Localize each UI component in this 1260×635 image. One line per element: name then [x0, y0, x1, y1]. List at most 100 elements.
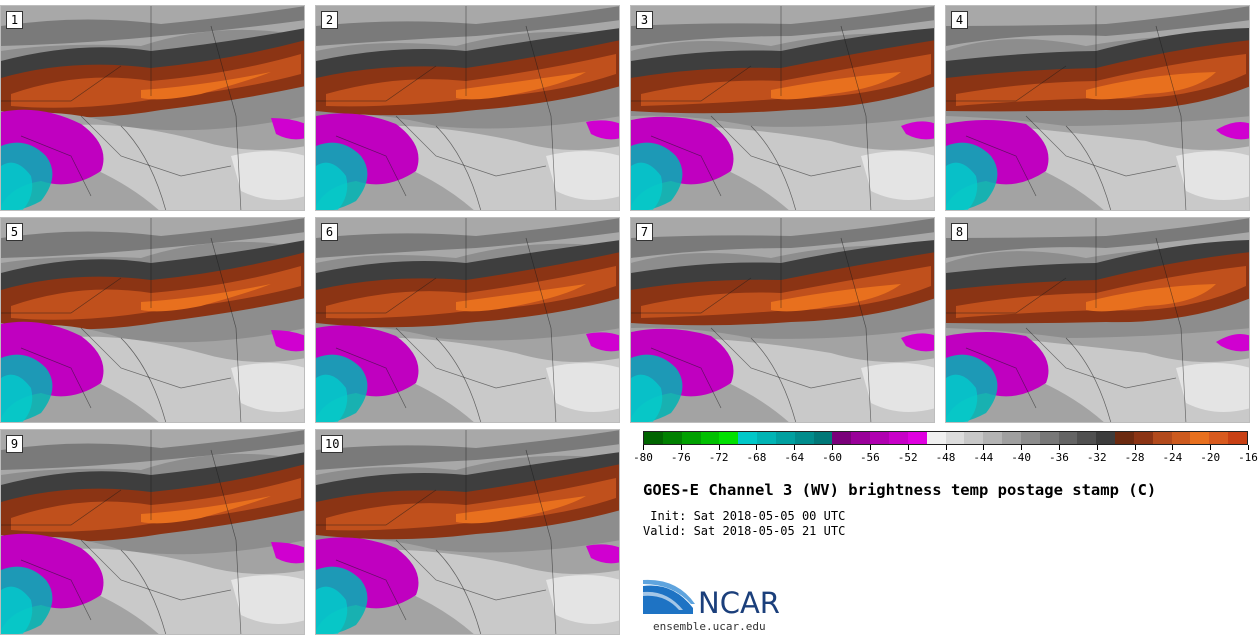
colorbar-segment: [926, 432, 946, 444]
init-time: Init: Sat 2018-05-05 00 UTC: [643, 509, 846, 523]
colorbar-segment: [1020, 432, 1040, 444]
colorbar-segment: [794, 432, 814, 444]
wv-imagery: [1, 430, 304, 634]
colorbar-segment: [1002, 432, 1021, 444]
wv-imagery: [631, 218, 934, 422]
colorbar-tick-label: -48: [935, 451, 956, 464]
colorbar-segment: [1077, 432, 1097, 444]
wv-imagery: [316, 218, 619, 422]
colorbar-segment: [719, 432, 739, 444]
colorbar-tick-label: -68: [746, 451, 767, 464]
postage-stamp-panel: 9: [0, 429, 305, 635]
colorbar-tick: [945, 445, 947, 450]
panel-number: 2: [321, 11, 338, 29]
colorbar-segment: [700, 432, 720, 444]
colorbar-tick-label: -40: [1011, 451, 1032, 464]
figure-title: GOES-E Channel 3 (WV) brightness temp po…: [643, 481, 1157, 499]
postage-stamp-panel: 3: [630, 5, 935, 211]
colorbar-tick: [1248, 445, 1249, 450]
colorbar-tick-label: -76: [670, 451, 691, 464]
colorbar-segment: [851, 432, 871, 444]
postage-stamp-panel: 5: [0, 217, 305, 423]
colorbar-tick: [907, 445, 909, 450]
postage-stamp-panel: 10: [315, 429, 620, 635]
wv-imagery: [316, 430, 619, 634]
colorbar-tick-label: -80: [633, 451, 653, 464]
valid-time: Valid: Sat 2018-05-05 21 UTC: [643, 524, 846, 538]
ncar-url: ensemble.ucar.edu: [653, 620, 766, 633]
panel-number: 4: [951, 11, 968, 29]
colorbar-tick-label: -16: [1238, 451, 1258, 464]
ncar-logo-icon: [643, 579, 695, 614]
panel-number: 7: [636, 223, 653, 241]
colorbar-segment: [832, 432, 852, 444]
colorbar-segment: [870, 432, 889, 444]
postage-stamp-panel: 1: [0, 5, 305, 211]
postage-stamp-panel: 8: [945, 217, 1250, 423]
colorbar-segment: [1115, 432, 1134, 444]
colorbar-tick: [1021, 445, 1023, 450]
colorbar-segment: [1171, 432, 1191, 444]
colorbar-tick-label: -32: [1086, 451, 1107, 464]
panel-number: 9: [6, 435, 23, 453]
colorbar-segment: [1058, 432, 1078, 444]
colorbar-tick: [794, 445, 796, 450]
colorbar-tick-label: -24: [1162, 451, 1183, 464]
colorbar-tick-label: -28: [1124, 451, 1145, 464]
colorbar-segment: [1039, 432, 1059, 444]
postage-stamp-panel: 6: [315, 217, 620, 423]
colorbar-segment: [1096, 432, 1116, 444]
colorbar-tick-label: -60: [822, 451, 842, 464]
postage-stamp-panel: 7: [630, 217, 935, 423]
colorbar-segment: [775, 432, 795, 444]
panel-number: 1: [6, 11, 23, 29]
wv-imagery: [316, 6, 619, 210]
wv-imagery: [1, 218, 304, 422]
colorbar-tick-label: -64: [784, 451, 805, 464]
colorbar-tick: [680, 445, 682, 450]
colorbar-tick: [756, 445, 758, 450]
colorbar-tick: [1172, 445, 1174, 450]
wv-imagery: [631, 6, 934, 210]
colorbar-segment: [888, 432, 908, 444]
panel-number: 3: [636, 11, 653, 29]
colorbar-segment: [1190, 432, 1210, 444]
colorbar-tick-label: -20: [1200, 451, 1221, 464]
colorbar-tick: [718, 445, 720, 450]
wv-imagery: [1, 6, 304, 210]
colorbar-segment: [964, 432, 984, 444]
colorbar-segment: [644, 432, 663, 444]
colorbar-tick: [1096, 445, 1098, 450]
panel-number: 8: [951, 223, 968, 241]
colorbar-segment: [907, 432, 927, 444]
colorbar-tick-label: -44: [973, 451, 994, 464]
colorbar-tick: [869, 445, 871, 450]
colorbar-tick: [643, 445, 644, 450]
colorbar-tick: [983, 445, 985, 450]
colorbar-tick: [1210, 445, 1212, 450]
wv-imagery: [946, 218, 1249, 422]
colorbar-segment: [738, 432, 758, 444]
colorbar-segment: [813, 432, 833, 444]
colorbar-segment: [757, 432, 776, 444]
colorbar-segment: [681, 432, 701, 444]
colorbar-tick-labels: -80 -76 -72 -68 -64 -60 -56 -52 -48 -44 -40 -36 -32 -…: [633, 445, 1258, 467]
colorbar: [643, 431, 1248, 445]
panel-number: 10: [321, 435, 344, 453]
colorbar-tick-label: -36: [1049, 451, 1069, 464]
colorbar-tick-label: -72: [708, 451, 729, 464]
colorbar-segment: [662, 432, 682, 444]
panel-number: 6: [321, 223, 338, 241]
colorbar-segment: [1228, 432, 1247, 444]
colorbar-tick: [1058, 445, 1060, 450]
panel-number: 5: [6, 223, 23, 241]
colorbar-tick-label: -52: [897, 451, 918, 464]
colorbar-segment: [1209, 432, 1229, 444]
colorbar-tick-label: -56: [859, 451, 880, 464]
postage-stamp-panel: 4: [945, 5, 1250, 211]
colorbar-segment: [983, 432, 1003, 444]
colorbar-tick: [1134, 445, 1136, 450]
wv-imagery: [946, 6, 1249, 210]
colorbar-segment: [1152, 432, 1172, 444]
postage-stamp-panel: 2: [315, 5, 620, 211]
